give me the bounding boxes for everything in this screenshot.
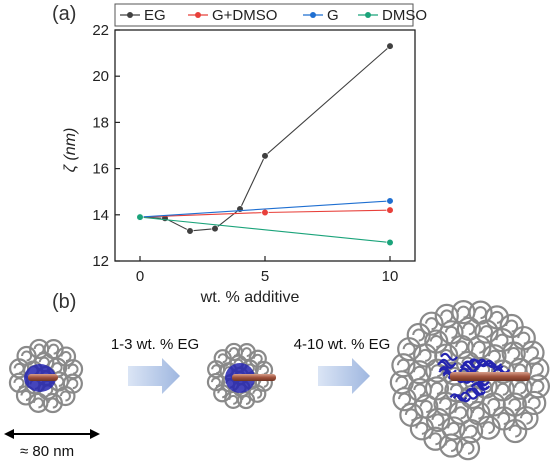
x-tick-label: 5	[261, 268, 269, 285]
coil	[484, 305, 510, 330]
x-axis-title: wt. % additive	[200, 289, 300, 306]
scale-bar	[4, 429, 100, 439]
legend-label: EG	[144, 7, 166, 24]
coil	[522, 390, 547, 416]
legend-swatch-marker	[365, 12, 371, 18]
data-point	[386, 238, 394, 247]
coil	[62, 373, 83, 394]
plot-frame	[114, 29, 416, 262]
coil	[441, 416, 466, 441]
coil	[525, 374, 550, 399]
core-fragment	[460, 391, 479, 400]
core-fragment	[440, 352, 458, 361]
core-fragment	[449, 393, 468, 402]
core-fragment	[470, 382, 489, 391]
core-fragment	[465, 387, 484, 396]
coil	[468, 300, 493, 325]
legend-swatch-marker	[195, 12, 201, 18]
data-point	[386, 42, 394, 50]
y-tick-label: 18	[92, 114, 109, 131]
coil	[15, 385, 37, 406]
data-point	[386, 197, 394, 205]
series-line	[139, 200, 391, 218]
step2-label: 4-10 wt. % EG	[294, 336, 391, 353]
step1-label: 1-3 wt. % EG	[111, 336, 199, 353]
panel-b-label: (b)	[52, 291, 76, 313]
coil	[391, 353, 416, 378]
y-tick-label: 22	[92, 22, 109, 39]
data-point	[261, 208, 269, 217]
y-axis-title: ζ (nm)	[62, 128, 79, 173]
coil	[16, 345, 37, 367]
plot-area: 12 14 16 18 20 22 0 5 10 ζ (nm) wt. % additive	[62, 22, 416, 306]
rod-medium	[232, 374, 276, 381]
legend-item: G+DMSO	[188, 7, 277, 24]
core-fragment	[463, 360, 482, 369]
series-line	[139, 216, 391, 244]
process-arrow-2	[318, 358, 370, 394]
series-g	[136, 197, 394, 221]
coil	[399, 402, 424, 427]
coil	[433, 391, 458, 416]
coil	[439, 320, 464, 345]
process-arrow-1	[128, 358, 180, 394]
rod-small	[28, 374, 58, 381]
particle-large	[389, 300, 550, 461]
legend-swatch-marker	[127, 12, 133, 18]
legend-item: DMSO	[358, 7, 427, 24]
legend-label: G	[327, 7, 339, 24]
y-axis: 12 14 16 18 20 22	[92, 22, 120, 270]
coil	[206, 372, 226, 392]
x-tick-label: 0	[136, 268, 144, 285]
coil	[503, 418, 528, 444]
legend-swatch-marker	[310, 12, 316, 18]
data-point	[386, 206, 394, 214]
series-dmso	[136, 213, 394, 247]
legend-item: EG	[120, 7, 166, 24]
series-layer	[136, 42, 394, 247]
x-axis: 0 5 10	[136, 256, 399, 285]
x-tick-label: 10	[382, 268, 399, 285]
particle-medium	[206, 342, 276, 410]
core-fragment	[460, 363, 479, 372]
legend-item: G	[303, 7, 339, 24]
legend-label: G+DMSO	[212, 7, 277, 24]
data-point	[211, 225, 219, 233]
y-tick-label: 16	[92, 161, 109, 178]
coil	[434, 303, 459, 328]
data-point	[186, 227, 194, 235]
series-eg	[136, 42, 394, 235]
y-tick-label: 20	[92, 68, 109, 85]
legend: EG G+DMSO G DMSO	[114, 3, 427, 27]
panel-a-label: (a)	[52, 3, 76, 25]
data-point	[136, 213, 144, 221]
particle-small	[8, 338, 84, 414]
coil	[459, 419, 484, 444]
core-fragment	[478, 359, 497, 369]
y-tick-label: 12	[92, 253, 109, 270]
legend-label: DMSO	[382, 7, 427, 24]
scale-label: ≈ 80 nm	[20, 443, 74, 460]
coil	[389, 370, 414, 395]
rod-large	[450, 372, 530, 381]
coil	[456, 316, 481, 341]
core-fragment	[438, 358, 457, 367]
y-tick-label: 14	[92, 207, 109, 224]
data-point	[261, 152, 269, 160]
